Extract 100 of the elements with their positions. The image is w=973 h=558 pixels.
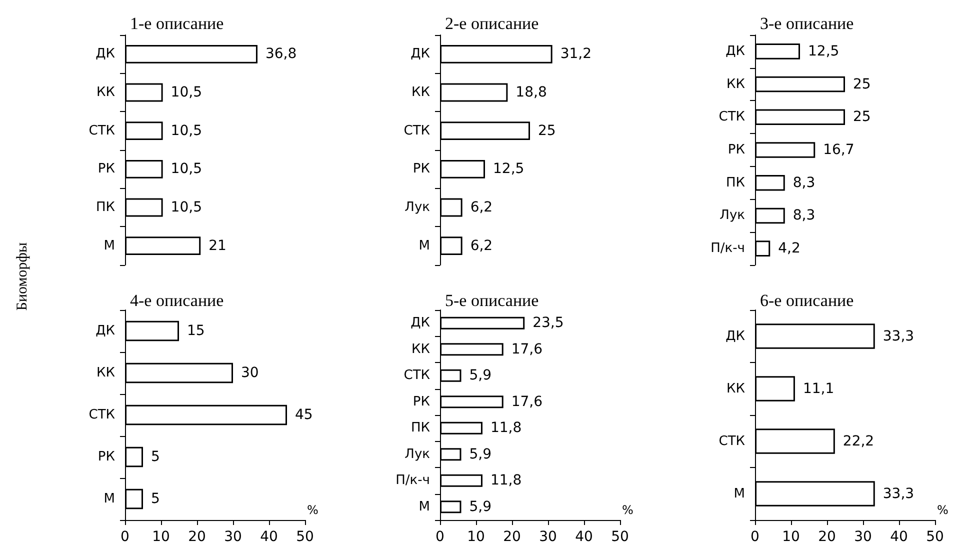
- x-tick-label: 0: [750, 529, 760, 545]
- x-tick-label: 30: [539, 529, 557, 545]
- data-label: 8,3: [792, 174, 816, 191]
- data-label: 30: [241, 365, 259, 381]
- y-tick-label: РК: [728, 142, 745, 158]
- data-label: 6,2: [470, 238, 493, 254]
- x-tick-label: 0: [436, 529, 444, 545]
- y-tick-label: РК: [98, 162, 115, 177]
- x-tick-label: 10: [467, 529, 485, 545]
- y-tick-label: КК: [96, 366, 115, 380]
- data-label: 11,8: [490, 472, 522, 489]
- data-label: 23,5: [532, 315, 564, 332]
- data-label: 18,8: [516, 84, 547, 100]
- data-label: 21: [208, 238, 226, 254]
- y-tick-label: ДК: [96, 324, 115, 338]
- x-tick-label: 20: [503, 529, 521, 545]
- y-tick-label: М: [734, 486, 745, 502]
- y-tick-label: ПК: [410, 420, 430, 436]
- data-label: 6,2: [470, 200, 493, 216]
- y-tick-label: КК: [96, 85, 115, 100]
- x-tick-label: 50: [296, 529, 314, 545]
- x-tick-label: 40: [260, 529, 278, 545]
- x-tick-label: 10: [782, 529, 800, 545]
- y-tick-label: СТК: [718, 434, 745, 449]
- x-tick-label: 40: [890, 529, 908, 545]
- data-label: 25: [853, 76, 871, 92]
- y-tick-label: М: [104, 492, 115, 506]
- y-tick-label: М: [418, 499, 430, 514]
- x-tick-label: 20: [818, 529, 836, 545]
- data-label: 10,5: [170, 161, 202, 178]
- y-tick-label: П/к-ч: [710, 241, 745, 256]
- y-tick-label: М: [104, 238, 115, 254]
- data-label: 16,7: [823, 142, 854, 158]
- y-tick-label: СТК: [88, 408, 115, 422]
- y-tick-label: КК: [726, 381, 745, 396]
- chart-title: 1-е описание: [130, 14, 224, 33]
- data-label: 10,5: [170, 84, 202, 100]
- y-tick-label: СТК: [404, 368, 430, 384]
- y-tick-label: ПК: [96, 200, 115, 215]
- y-tick-label: ДК: [96, 46, 115, 62]
- data-label: 10,5: [170, 200, 202, 216]
- data-label: 33,3: [882, 328, 914, 344]
- y-tick-label: Лук: [720, 208, 746, 224]
- y-tick-label: СТК: [718, 110, 745, 125]
- chart-title: 4-е описание: [130, 291, 224, 310]
- data-label: 31,2: [560, 46, 592, 62]
- data-label: 11,8: [490, 420, 522, 436]
- data-label: 5: [151, 449, 160, 465]
- y-tick-label: СТК: [88, 123, 115, 138]
- x-axis-title: %: [307, 503, 318, 517]
- data-label: 12,5: [493, 161, 524, 178]
- y-tick-label: РК: [412, 162, 430, 177]
- data-label: 5,9: [469, 446, 492, 462]
- x-tick-label: 20: [188, 529, 206, 545]
- data-label: 5: [151, 491, 160, 507]
- data-label: 15: [187, 323, 205, 339]
- data-label: 8,3: [792, 208, 816, 224]
- y-axis-title: Биоморфы: [14, 241, 32, 313]
- data-label: 22,2: [842, 433, 874, 450]
- data-label: 25: [538, 122, 556, 139]
- x-axis-title: %: [622, 503, 634, 517]
- data-label: 12,5: [808, 43, 840, 60]
- y-tick-label: РК: [412, 394, 430, 410]
- y-tick-label: КК: [726, 76, 745, 92]
- y-tick-label: ПК: [726, 175, 745, 190]
- x-tick-label: 40: [575, 529, 593, 545]
- y-tick-label: ДК: [726, 44, 745, 59]
- x-tick-label: 30: [854, 529, 872, 545]
- data-label: 17,6: [511, 341, 543, 358]
- x-tick-label: 50: [926, 529, 944, 545]
- y-tick-label: Лук: [404, 200, 430, 215]
- y-tick-label: СТК: [404, 123, 430, 138]
- y-tick-label: М: [418, 238, 430, 254]
- data-label: 5,9: [469, 498, 492, 515]
- data-label: 33,3: [882, 486, 914, 502]
- y-tick-label: РК: [98, 450, 115, 464]
- y-tick-label: ДК: [410, 316, 430, 331]
- y-tick-label: КК: [412, 85, 430, 100]
- data-label: 11,1: [802, 380, 834, 397]
- y-tick-label: П/к-ч: [396, 473, 430, 488]
- chart-title: 5-е описание: [445, 291, 539, 310]
- x-axis-title: %: [937, 503, 948, 517]
- data-label: 4,2: [778, 240, 800, 257]
- y-tick-label: ДК: [726, 328, 745, 344]
- data-label: 17,6: [511, 394, 543, 410]
- chart-title: 3-е описание: [760, 14, 854, 33]
- y-tick-label: Лук: [404, 446, 430, 462]
- y-tick-label: КК: [412, 342, 430, 357]
- data-label: 5,9: [469, 368, 492, 384]
- data-label: 10,5: [170, 122, 202, 139]
- x-tick-label: 0: [120, 529, 130, 545]
- x-tick-label: 10: [152, 529, 170, 545]
- data-label: 45: [295, 407, 313, 423]
- chart-title: 6-е описание: [760, 291, 854, 310]
- x-tick-label: 50: [611, 529, 629, 545]
- chart-title: 2-е описание: [445, 14, 539, 33]
- data-label: 25: [853, 109, 871, 126]
- y-tick-label: ДК: [410, 46, 430, 62]
- data-label: 36,8: [265, 46, 297, 62]
- x-tick-label: 30: [224, 529, 242, 545]
